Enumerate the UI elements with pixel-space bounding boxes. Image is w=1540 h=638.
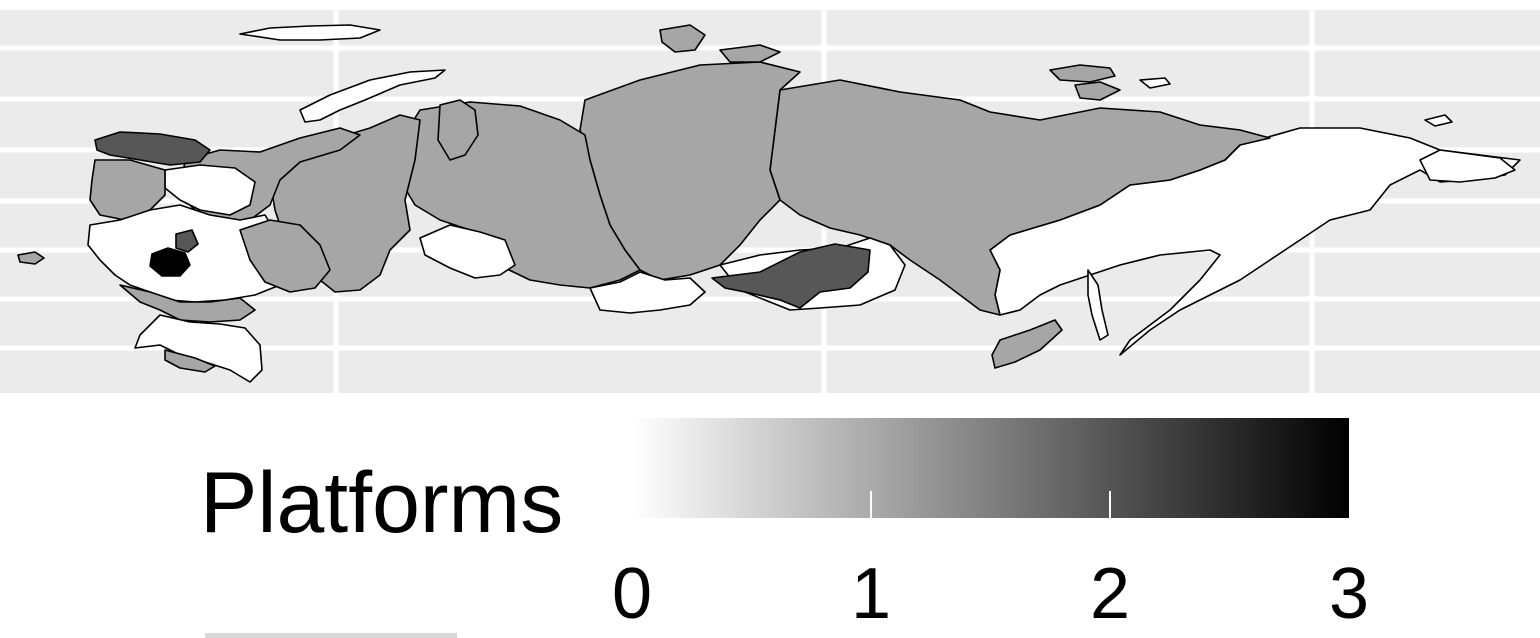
region-murmansk bbox=[94, 131, 211, 166]
colorbar-tick-label: 3 bbox=[1328, 554, 1370, 634]
legend-key-swatch bbox=[205, 633, 457, 638]
legend-colorbar bbox=[632, 418, 1349, 518]
russia-regions-map bbox=[0, 10, 1540, 393]
region-primorye bbox=[991, 319, 1063, 369]
region-near-moscow bbox=[175, 229, 199, 253]
region-severnaya-zemlya-2 bbox=[719, 44, 781, 63]
map-panel bbox=[0, 10, 1540, 393]
region-novosibirsk bbox=[419, 224, 516, 279]
region-novaya-zemlya bbox=[299, 69, 446, 123]
region-central-russia bbox=[87, 204, 291, 303]
region-dagestan bbox=[164, 349, 216, 373]
colorbar-gradient bbox=[632, 418, 1349, 518]
region-new-siberian bbox=[1049, 64, 1116, 83]
colorbar-ticks bbox=[870, 491, 1111, 518]
region-moscow bbox=[149, 247, 191, 277]
region-new-siberian-2 bbox=[1074, 81, 1121, 101]
region-karelia bbox=[164, 164, 256, 216]
colorbar-tick-label: 2 bbox=[1089, 554, 1131, 634]
region-altai bbox=[589, 271, 706, 314]
region-volga bbox=[239, 219, 331, 293]
legend-title: Platforms bbox=[200, 455, 564, 551]
colorbar-tick-label: 0 bbox=[611, 554, 653, 634]
region-wrangel bbox=[1139, 77, 1171, 89]
region-franz-josef bbox=[239, 24, 381, 41]
region-severnaya-zemlya bbox=[659, 24, 706, 53]
region-kaliningrad bbox=[17, 251, 45, 265]
region-yamal bbox=[437, 99, 479, 161]
region-sakhalin bbox=[1087, 269, 1109, 341]
region-kamchatka bbox=[1419, 149, 1516, 183]
region-south-grey bbox=[119, 284, 256, 323]
region-yakutia bbox=[769, 79, 1271, 316]
region-chukotka bbox=[1424, 114, 1453, 127]
region-dark-siberia bbox=[711, 243, 871, 309]
colorbar-tick-label: 1 bbox=[850, 554, 892, 634]
region-caucasus bbox=[134, 314, 263, 383]
